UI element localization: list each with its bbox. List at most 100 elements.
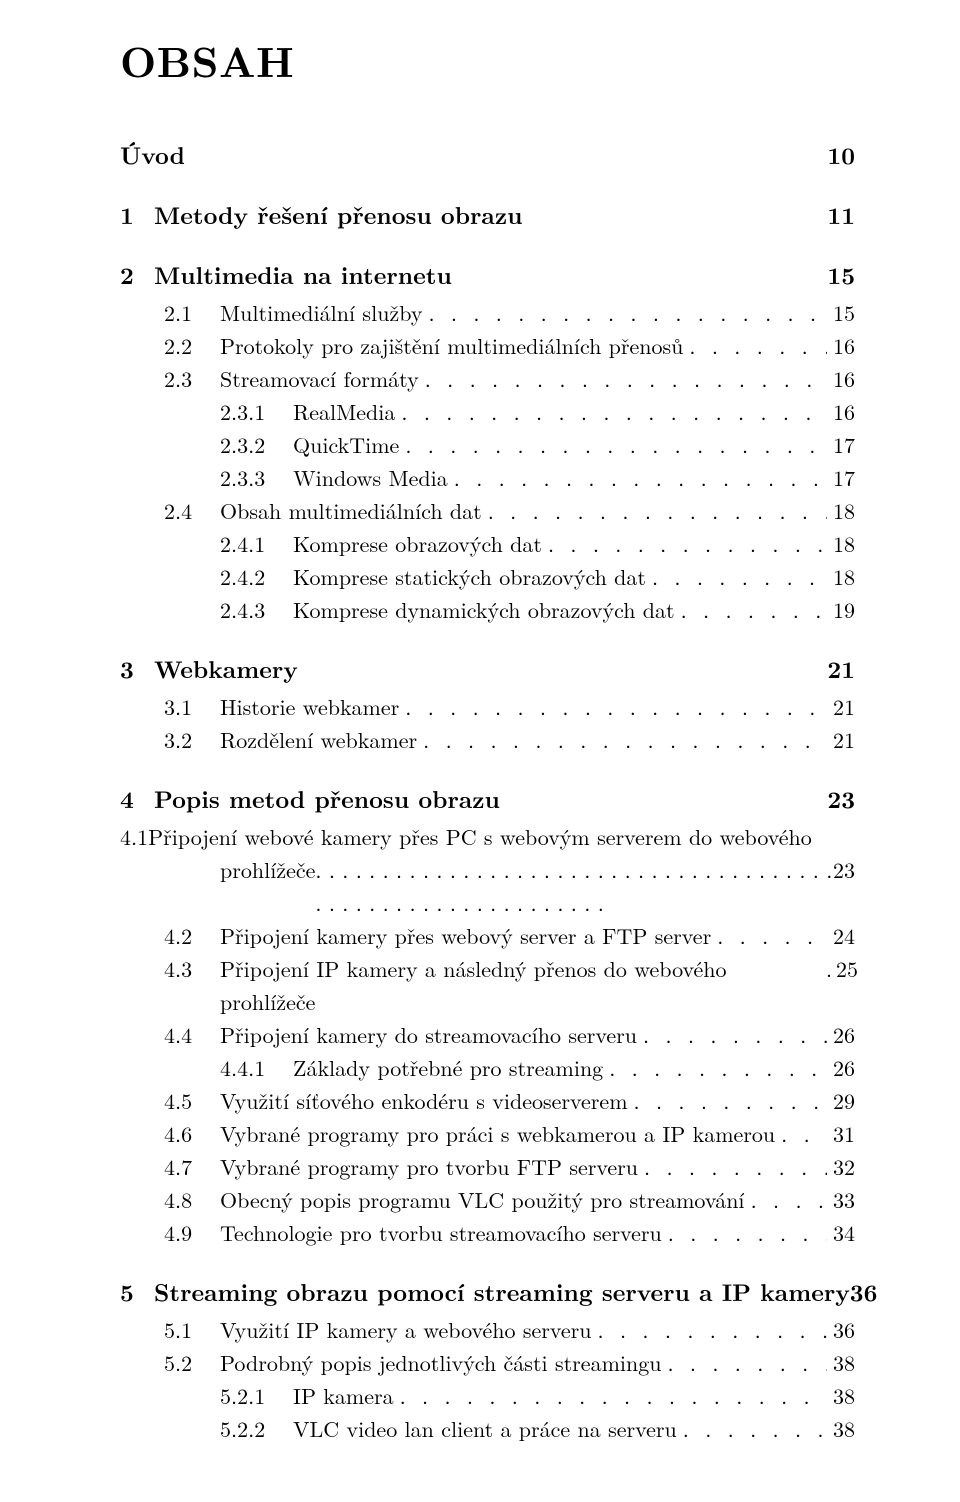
chapter-page: 15 [827,258,855,292]
toc-section: 4.5Využití síťového enkodéru s videoserv… [120,1084,855,1117]
section-label: Multimediální služby [220,296,422,329]
section-number: 4.8 [164,1183,220,1216]
section-number: 2.1 [164,296,220,329]
leader-dots: . . . . . . . . . . . . . . . . . . . . … [628,1084,827,1117]
chapter-page: 36 [850,1275,878,1309]
section-number: 4.6 [164,1117,220,1150]
section-label: Základy potřebné pro streaming [293,1051,603,1084]
section-number: 4.7 [164,1150,220,1183]
section-number: 4.2 [164,919,220,952]
section-label: Protokoly pro zajištění multimediálních … [220,329,683,362]
section-label: Komprese statických obrazových dat [293,560,646,593]
toc-body: Úvod101Metody řešení přenosu obrazu112Mu… [120,138,855,1445]
section-number: 2.3 [164,362,220,395]
leader-dots: . . . . . . . . . . . . . . . . . . . . … [662,1216,827,1249]
leader-dots: . . . . . . . . . . . . . . . . . . . . … [603,1051,827,1084]
toc-section: 4.6Vybrané programy pro práci s webkamer… [120,1117,855,1150]
toc-section: 4.4Připojení kamery do streamovacího ser… [120,1018,855,1051]
leader-dots: . . . . . . . . . . . . . . . . . . . . … [482,494,827,527]
section-label: Historie webkamer [220,690,399,723]
toc-chapter: 1Metody řešení přenosu obrazu11 [120,198,855,232]
leader-dots: . . . . . . . . . . . . . . . . . . . . … [542,527,827,560]
chapter-number: 5 [120,1275,154,1309]
section-label: Komprese dynamických obrazových dat [293,593,675,626]
toc-section: 4.9Technologie pro tvorbu streamovacího … [120,1216,855,1249]
section-page: 38 [827,1412,855,1445]
leader-dots: . . . . . . . . . . . . . . . . . . . . … [399,690,827,723]
leader-dots: . . . . . . . . . . . . . . . . . . . . … [422,296,827,329]
chapter-label: Multimedia na internetu [154,258,452,292]
section-label: Připojení kamery do streamovacího server… [220,1018,637,1051]
toc-section: 4.7Vybrané programy pro tvorbu FTP serve… [120,1150,855,1183]
chapter-label: Metody řešení přenosu obrazu [154,198,522,232]
section-page: 16 [827,329,855,362]
toc-section: 2.4Obsah multimediálních dat. . . . . . … [120,494,855,527]
section-number: 5.2.1 [220,1379,293,1412]
section-label: RealMedia [293,395,395,428]
section-page: 26 [827,1018,855,1051]
section-label: Připojení kamery přes webový server a FT… [220,919,711,952]
leader-dots: . . . . . . . . . . . . . . . . . . . . … [417,723,827,756]
toc-section: 3.2Rozdělení webkamer. . . . . . . . . .… [120,723,855,756]
leader-dots: . . . . . . . . . . . . . . . . . . . . … [448,461,827,494]
toc-section: 3.1Historie webkamer. . . . . . . . . . … [120,690,855,723]
chapter-number: 1 [120,198,154,232]
chapter-label: Webkamery [154,652,298,686]
leader-dots: . . . . . . . . . . . . . . . . . . . . … [775,1117,827,1150]
section-number: 4.4 [164,1018,220,1051]
section-number: 2.3.3 [220,461,293,494]
section-label: Obsah multimediálních dat [220,494,482,527]
section-number: 3.1 [164,690,220,723]
section-page: 21 [827,690,855,723]
toc-section: 4.2Připojení kamery přes webový server a… [120,919,855,952]
leader-dots: . . . . . . . . . . . . . . . . . . . . … [315,853,833,919]
toc-section: 2.3Streamovací formáty. . . . . . . . . … [120,362,855,395]
chapter-page: 23 [827,782,855,816]
leader-dots: . . . . . . . . . . . . . . . . . . . . … [711,919,827,952]
leader-dots: . . . . . . . . . . . . . . . . . . . . … [646,560,827,593]
toc-chapter: 2Multimedia na internetu15 [120,258,855,292]
leader-dots: . . . . . . . . . . . . . . . . . . . . … [637,1018,827,1051]
toc-chapter: 4Popis metod přenosu obrazu 23 [120,782,855,816]
leader-dots: . . . . . . . . . . . . . . . . . . . . … [661,1346,827,1379]
toc-section: 2.4.3Komprese dynamických obrazových dat… [120,593,855,626]
section-number: 4.9 [164,1216,220,1249]
toc-section: 2.2Protokoly pro zajištění multimediální… [120,329,855,362]
section-number: 2.4 [164,494,220,527]
section-number: 5.1 [164,1313,220,1346]
section-label: Streamovací formáty [220,362,419,395]
section-number: 4.4.1 [220,1051,293,1084]
section-label-line1: Připojení webové kamery přes PC s webový… [148,820,812,853]
section-page: 15 [827,296,855,329]
toc-section: 4.8Obecný popis programu VLC použitý pro… [120,1183,855,1216]
section-page: 32 [827,1150,855,1183]
section-number: 4.1 [120,820,148,853]
leader-dots: . . . . . . . . . . . . . . . . . . . . … [638,1150,827,1183]
chapter-number: 4 [120,782,154,816]
section-page: 23 [833,853,855,886]
section-label: QuickTime [293,428,399,461]
section-number: 2.3.1 [220,395,293,428]
chapter-page: 10 [827,138,855,172]
leader-dots: . . . . . . . . . . . . . . . . . . . . … [419,362,827,395]
chapter-page: 21 [827,652,855,686]
section-page: 26 [827,1051,855,1084]
toc-section: 5.2.2VLC video lan client a práce na ser… [120,1412,855,1445]
toc-title: OBSAH [120,30,855,90]
section-page: 31 [827,1117,855,1150]
leader-dots: . . . . . . . . . . . . . . . . . . . . … [399,428,827,461]
section-label: Komprese obrazových dat [293,527,542,560]
toc-section: 4.3Připojení IP kamery a následný přenos… [120,952,855,1018]
section-page: 16 [827,362,855,395]
toc-page: OBSAH Úvod101Metody řešení přenosu obraz… [0,0,960,1502]
section-page: 21 [827,723,855,756]
section-label: IP kamera [293,1379,394,1412]
section-page: 16 [827,395,855,428]
toc-chapter: 5Streaming obrazu pomocí streaming serve… [120,1275,855,1309]
section-label: Windows Media [293,461,448,494]
leader-dots: . . . . . . . . . . . . . . . . . . . . … [394,1379,827,1412]
chapter-label: Popis metod přenosu obrazu [154,782,500,816]
section-number: 2.4.2 [220,560,293,593]
section-label: Využití IP kamery a webového serveru [220,1313,592,1346]
section-number: 2.4.1 [220,527,293,560]
